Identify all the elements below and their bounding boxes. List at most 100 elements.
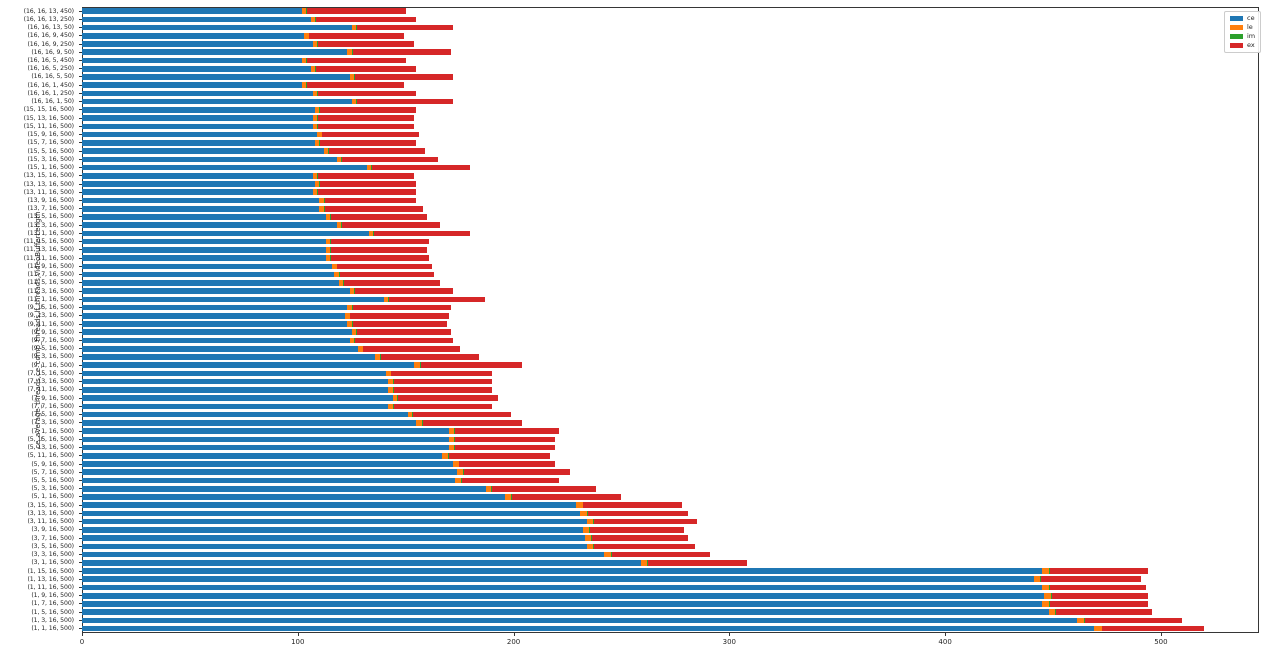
y-tick-mark: [79, 298, 82, 300]
y-tick-label: (15, 1, 16, 500): [27, 164, 74, 172]
bar-segment-ex: [448, 452, 551, 459]
bar-segment-im: [319, 107, 321, 113]
bar-segment-ce: [82, 230, 369, 237]
y-tick-label: (9, 13, 16, 500): [27, 312, 74, 320]
x-tick-mark: [297, 633, 299, 636]
stacked-bar: [82, 485, 596, 492]
bar-segment-ce: [82, 74, 350, 80]
bar-segment-ex: [1049, 584, 1146, 591]
y-tick-label: (16, 16, 13, 250): [23, 15, 74, 23]
bar-segment-le: [351, 329, 357, 336]
bar-segment-ce: [82, 329, 352, 336]
y-tick-label: (5, 3, 16, 500): [31, 485, 74, 493]
bar-segment-ex: [422, 420, 523, 426]
bar-segment-le: [455, 477, 461, 484]
x-tick-mark: [82, 633, 83, 636]
bar-segment-ex: [341, 222, 441, 228]
y-tick-mark: [79, 537, 82, 539]
bar-segment-ce: [82, 617, 1077, 624]
y-tick-label: (13, 3, 16, 500): [27, 221, 74, 229]
y-tick-label: (16, 16, 1, 450): [27, 81, 74, 89]
y-tick-mark: [79, 496, 82, 498]
chart-row: (9, 11, 16, 500): [0, 320, 1280, 328]
bar-segment-ce: [82, 543, 587, 550]
bar-segment-ex: [320, 181, 417, 187]
bar-segment-ex: [350, 312, 449, 319]
bar-segment-ce: [82, 551, 605, 558]
chart-row: (15, 15, 16, 500): [0, 106, 1280, 114]
bar-segment-ex: [337, 263, 432, 270]
legend-swatch-ce: [1230, 15, 1243, 21]
chart-row: (1, 9, 16, 500): [0, 592, 1280, 600]
y-tick-mark: [79, 84, 82, 86]
bar-segment-ex: [331, 255, 430, 261]
bar-segment-ex: [363, 345, 460, 352]
y-tick-label: (5, 1, 16, 500): [31, 493, 74, 501]
bar-segment-ce: [82, 345, 359, 352]
bar-segment-le: [448, 428, 455, 434]
bar-segment-im: [591, 535, 593, 541]
y-tick-label: (5, 15, 16, 500): [27, 435, 74, 443]
y-tick-label: (13, 9, 16, 500): [27, 197, 74, 204]
bar-segment-le: [312, 115, 318, 121]
stacked-bar: [82, 49, 451, 56]
bar-segment-le: [584, 535, 592, 541]
chart-row: (16, 16, 1, 250): [0, 89, 1280, 97]
bar-segment-ex: [461, 477, 559, 484]
bar-segment-im: [323, 197, 325, 204]
bar-segment-ce: [82, 568, 1043, 574]
y-tick-mark: [79, 422, 82, 424]
bar-segment-im: [340, 156, 342, 163]
bar-segment-im: [647, 560, 649, 566]
bar-segment-ce: [82, 140, 316, 146]
bar-segment-ce: [82, 49, 348, 56]
legend-swatch-im: [1230, 33, 1243, 39]
chart-row: (11, 5, 16, 500): [0, 279, 1280, 287]
y-tick-label: (16, 16, 1, 250): [27, 89, 74, 97]
x-tick-label: 0: [79, 638, 85, 646]
bar-segment-im: [340, 222, 342, 228]
bar-segment-im: [610, 551, 612, 558]
bar-segment-ce: [82, 444, 449, 451]
chart-row: (11, 7, 16, 500): [0, 271, 1280, 279]
stacked-bar: [82, 444, 555, 451]
y-tick-label: (3, 7, 16, 500): [31, 534, 74, 542]
chart-row: (1, 1, 16, 500): [0, 625, 1280, 633]
y-tick-mark: [79, 397, 82, 399]
y-tick-label: (16, 16, 5, 250): [27, 65, 74, 73]
chart-row: (16, 16, 13, 450): [0, 7, 1280, 15]
stacked-bar: [82, 238, 430, 245]
bar-segment-im: [330, 238, 331, 245]
bar-segment-le: [576, 502, 583, 508]
legend-entry-im: im: [1230, 33, 1255, 40]
bar-segment-ce: [82, 576, 1034, 583]
chart-row: (16, 16, 13, 50): [0, 23, 1280, 31]
chart-row: (7, 7, 16, 500): [0, 402, 1280, 410]
chart-row: (9, 5, 16, 500): [0, 345, 1280, 353]
bar-segment-im: [460, 477, 462, 484]
bar-segment-le: [457, 469, 463, 476]
stacked-bar: [82, 625, 1205, 632]
bar-segment-im: [317, 41, 319, 47]
bar-segment-ex: [380, 354, 480, 360]
y-tick-mark: [79, 339, 82, 341]
bar-segment-ce: [82, 510, 581, 517]
y-tick-label: (7, 1, 16, 500): [31, 427, 74, 435]
chart-row: (13, 1, 16, 500): [0, 229, 1280, 237]
stacked-bar: [82, 247, 428, 253]
bar-segment-ce: [82, 461, 454, 467]
bar-segment-ce: [82, 288, 350, 294]
bar-segment-ce: [82, 189, 313, 196]
bar-segment-ex: [307, 8, 406, 14]
chart-row: (16, 16, 5, 450): [0, 56, 1280, 64]
bar-segment-ce: [82, 403, 389, 410]
bar-segment-ex: [594, 518, 697, 525]
chart-row: (9, 3, 16, 500): [0, 353, 1280, 361]
stacked-bar: [82, 181, 417, 187]
x-tick-label: 300: [722, 638, 737, 646]
stacked-bar: [82, 527, 684, 533]
bar-segment-ex: [1102, 625, 1205, 632]
bar-segment-le: [302, 82, 307, 89]
chart-row: (11, 3, 16, 500): [0, 287, 1280, 295]
bar-segment-im: [308, 33, 310, 39]
